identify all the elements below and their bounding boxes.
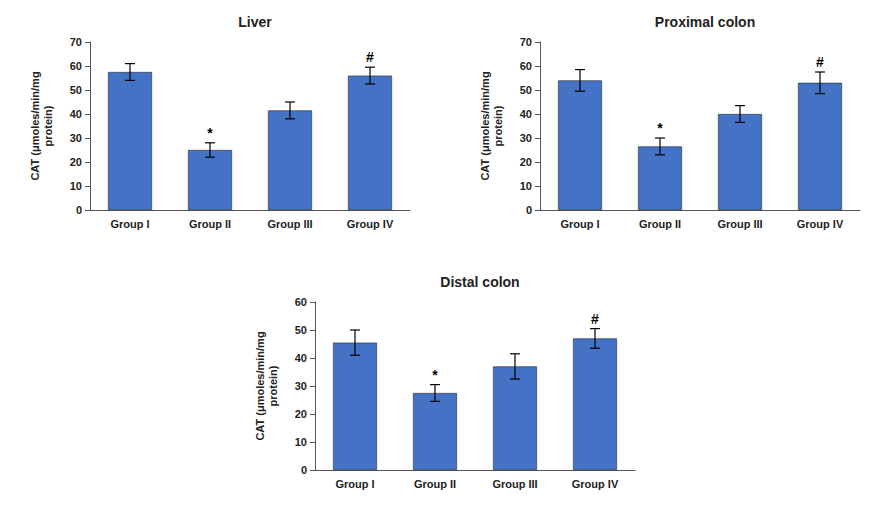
svg-text:70: 70	[520, 36, 532, 48]
svg-text:Group IV: Group IV	[797, 218, 844, 230]
svg-text:50: 50	[70, 84, 82, 96]
svg-text:Proximal colon: Proximal colon	[655, 14, 755, 30]
svg-text:Group II: Group II	[189, 218, 231, 230]
svg-text:Group III: Group III	[492, 478, 537, 490]
svg-text:Liver: Liver	[238, 14, 272, 30]
svg-text:Group I: Group I	[110, 218, 149, 230]
svg-text:Group II: Group II	[414, 478, 456, 490]
svg-text:*: *	[657, 120, 663, 136]
svg-text:#: #	[591, 311, 599, 327]
svg-text:protein): protein)	[267, 365, 279, 406]
svg-text:#: #	[366, 49, 374, 65]
svg-text:50: 50	[520, 84, 532, 96]
svg-text:protein): protein)	[42, 105, 54, 146]
svg-text:30: 30	[70, 132, 82, 144]
svg-text:CAT (μmoles/min/mg: CAT (μmoles/min/mg	[479, 71, 491, 180]
svg-text:Group IV: Group IV	[347, 218, 394, 230]
svg-text:Group III: Group III	[717, 218, 762, 230]
svg-text:*: *	[207, 125, 213, 141]
svg-text:*: *	[432, 367, 438, 383]
svg-text:50: 50	[295, 324, 307, 336]
svg-text:70: 70	[70, 36, 82, 48]
svg-text:40: 40	[70, 108, 82, 120]
svg-text:10: 10	[520, 180, 532, 192]
svg-text:0: 0	[76, 204, 82, 216]
svg-text:10: 10	[70, 180, 82, 192]
svg-text:0: 0	[526, 204, 532, 216]
svg-text:30: 30	[295, 380, 307, 392]
svg-text:Group III: Group III	[267, 218, 312, 230]
svg-text:60: 60	[520, 60, 532, 72]
svg-text:0: 0	[301, 464, 307, 476]
svg-text:Group IV: Group IV	[572, 478, 619, 490]
svg-text:CAT (μmoles/min/mg: CAT (μmoles/min/mg	[29, 71, 41, 180]
svg-text:40: 40	[520, 108, 532, 120]
svg-text:30: 30	[520, 132, 532, 144]
svg-text:Group I: Group I	[560, 218, 599, 230]
svg-text:Group I: Group I	[335, 478, 374, 490]
svg-text:#: #	[816, 54, 824, 70]
svg-text:60: 60	[295, 296, 307, 308]
svg-text:Group II: Group II	[639, 218, 681, 230]
svg-text:Distal colon: Distal colon	[440, 274, 519, 290]
svg-text:60: 60	[70, 60, 82, 72]
svg-text:20: 20	[295, 408, 307, 420]
svg-text:10: 10	[295, 436, 307, 448]
svg-text:CAT (μmoles/min/mg: CAT (μmoles/min/mg	[254, 331, 266, 440]
svg-text:20: 20	[70, 156, 82, 168]
svg-text:20: 20	[520, 156, 532, 168]
svg-text:40: 40	[295, 352, 307, 364]
svg-text:protein): protein)	[492, 105, 504, 146]
